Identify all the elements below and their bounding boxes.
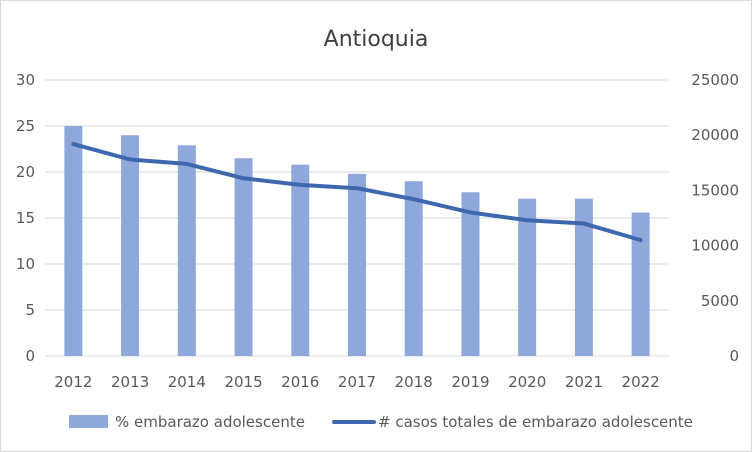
right-axis-tick-label: 5000 [701,292,739,310]
left-axis-tick-label: 20 [16,163,35,181]
x-axis: 2012 2013 2014 2015 2016 2017 2018 2019 2020 2021… [54,373,659,391]
bar [461,192,480,356]
right-axis-tick-label: 10000 [691,237,739,255]
legend-label-bar: % embarazo adolescente [115,413,305,431]
left-axis-tick-label: 25 [16,117,35,135]
x-axis-tick-label: 2013 [111,373,149,391]
x-axis-tick-label: 2020 [508,373,546,391]
right-axis-tick-label: 15000 [691,181,739,199]
left-axis-tick-label: 0 [25,347,35,365]
left-axis-tick-label: 15 [16,209,35,227]
bar [291,164,310,356]
right-axis-tick-label: 20000 [691,126,739,144]
left-axis-tick-label: 10 [16,255,35,273]
x-axis-tick-label: 2017 [338,373,376,391]
left-axis-tick-label: 5 [25,301,35,319]
x-axis-tick-label: 2021 [565,373,603,391]
legend: % embarazo adolescente # casos totales de… [69,413,693,431]
right-axis: 0 5000 10000 15000 20000 25000 [691,71,739,365]
x-axis-tick-label: 2015 [224,373,262,391]
bar [177,145,196,356]
legend-swatch-bar [69,415,108,428]
left-axis: 0 5 10 15 20 25 30 [16,71,35,365]
bar [574,198,593,356]
bar [348,173,366,356]
line-series [71,142,643,243]
x-axis-tick-label: 2018 [395,373,433,391]
bar [121,135,140,356]
bar [64,126,83,356]
x-axis-tick-label: 2016 [281,373,319,391]
x-axis-tick-label: 2019 [451,373,489,391]
left-axis-tick-label: 30 [16,71,35,89]
right-axis-tick-label: 25000 [691,71,739,89]
right-axis-tick-label: 0 [729,347,739,365]
bar [234,158,253,356]
bar [518,198,537,356]
legend-label-line: # casos totales de embarazo adolescente [378,413,693,431]
x-axis-tick-label: 2022 [622,373,660,391]
x-axis-tick-label: 2014 [168,373,206,391]
x-axis-tick-label: 2012 [54,373,92,391]
chart-title: Antioquia [324,27,429,52]
bar [404,181,423,356]
bar-series [64,126,650,356]
bar [631,212,650,356]
